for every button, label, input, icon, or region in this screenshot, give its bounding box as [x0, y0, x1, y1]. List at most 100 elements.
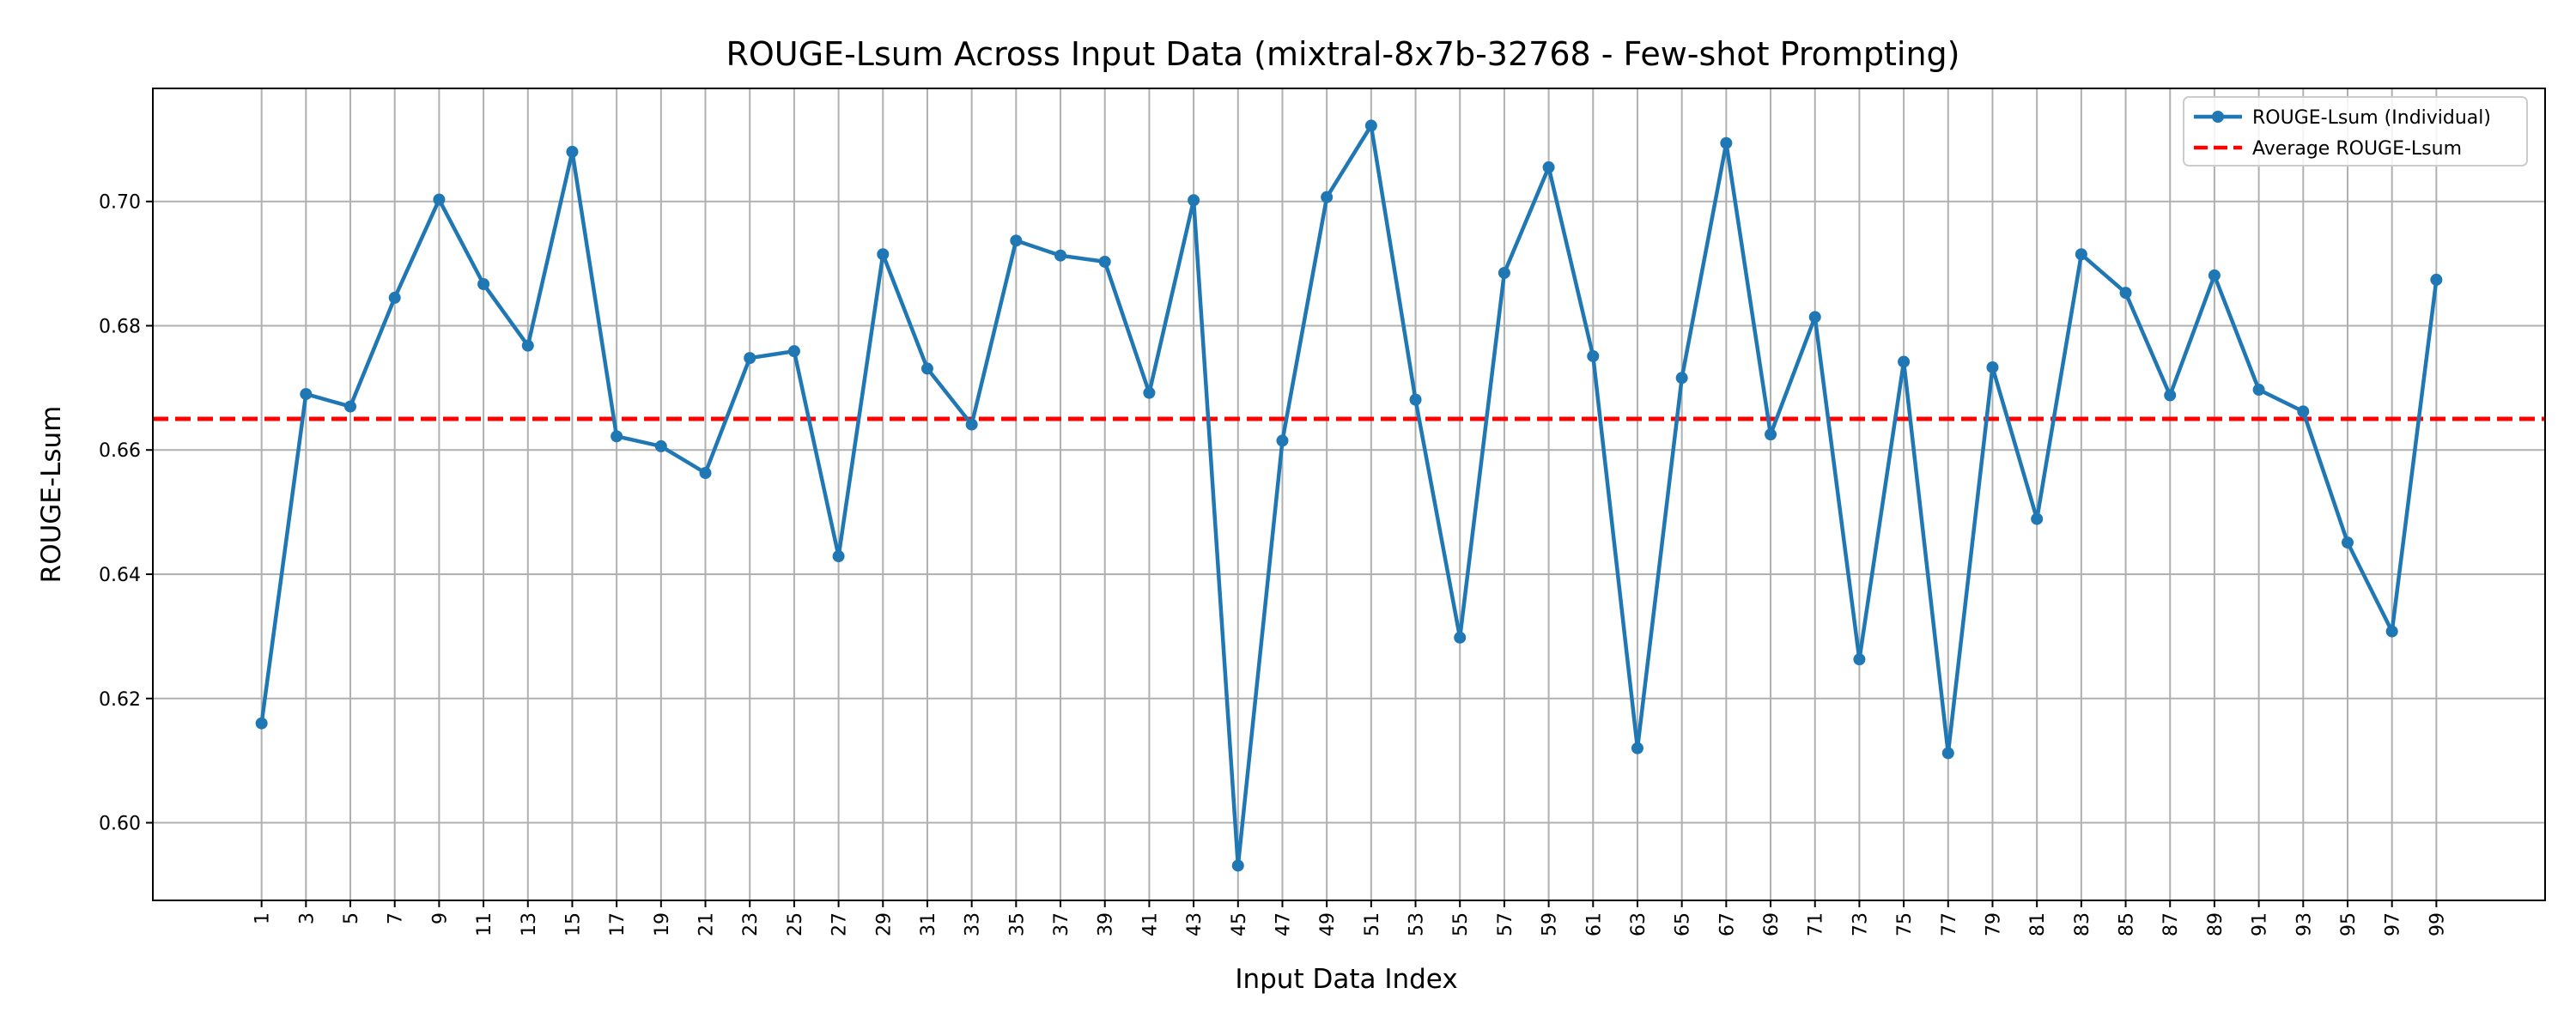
- data-point: [1631, 742, 1643, 754]
- data-point: [654, 439, 667, 452]
- x-tick-label: 69: [1761, 912, 1783, 936]
- y-tick-label: 0.68: [99, 316, 141, 337]
- data-point: [2075, 248, 2087, 261]
- x-tick-label: 43: [1184, 912, 1206, 936]
- data-point: [1542, 161, 1555, 173]
- data-point: [300, 388, 313, 401]
- data-point: [611, 430, 623, 443]
- data-point: [1010, 234, 1023, 247]
- x-tick-label: 29: [873, 912, 895, 936]
- data-point: [1098, 255, 1111, 268]
- x-tick-label: 53: [1406, 912, 1428, 936]
- data-point: [832, 550, 845, 563]
- legend-box: [2183, 96, 2528, 167]
- data-point: [388, 291, 401, 304]
- x-tick-label: 85: [2117, 912, 2138, 936]
- grid: [153, 88, 2545, 900]
- legend: ROUGE-Lsum (Individual) Average ROUGE-Ls…: [2183, 96, 2528, 167]
- x-tick-label: 97: [2383, 912, 2404, 936]
- x-tick-label: 11: [474, 912, 495, 936]
- data-point: [1765, 428, 1777, 441]
- data-point: [1188, 194, 1200, 207]
- data-point: [2341, 536, 2354, 549]
- data-point: [2119, 287, 2132, 300]
- plot-frame: [152, 88, 2546, 901]
- data-point: [2297, 405, 2310, 418]
- y-axis: 0.60 0.62 0.64 0.66 0.68 0.70: [99, 192, 153, 835]
- data-point: [965, 418, 978, 431]
- x-tick-label: 59: [1540, 912, 1561, 936]
- x-tick-label: 63: [1628, 912, 1649, 936]
- data-point: [1853, 653, 1866, 666]
- y-tick-label: 0.70: [99, 192, 141, 214]
- data-point: [566, 145, 579, 158]
- x-tick-label: 7: [386, 912, 407, 924]
- data-point: [1143, 386, 1156, 399]
- x-tick-label: 83: [2072, 912, 2093, 936]
- x-tick-label: 21: [696, 912, 718, 936]
- x-tick-label: 57: [1495, 912, 1516, 936]
- x-tick-label: 87: [2160, 912, 2182, 936]
- x-tick-label: 45: [1229, 912, 1250, 936]
- x-tick-label: 35: [1006, 912, 1028, 936]
- x-tick-label: 93: [2293, 912, 2315, 936]
- data-point: [1321, 191, 1334, 203]
- data-point: [1720, 136, 1733, 149]
- x-tick-label: 27: [829, 912, 851, 936]
- x-tick-label: 99: [2427, 912, 2448, 936]
- x-tick-label: 75: [1894, 912, 1916, 936]
- data-point: [1454, 631, 1467, 644]
- data-point: [1231, 859, 1244, 872]
- data-point: [2208, 269, 2221, 282]
- x-tick-label: 55: [1450, 912, 1472, 936]
- data-point: [1986, 360, 1999, 373]
- data-point: [787, 345, 800, 358]
- data-point: [1587, 349, 1600, 362]
- chart-title: ROUGE-Lsum Across Input Data (mixtral-8x…: [726, 35, 1959, 73]
- data-point: [344, 400, 357, 413]
- x-tick-label: 9: [429, 912, 451, 924]
- x-tick-label: 37: [1051, 912, 1072, 936]
- x-tick-label: 61: [1583, 912, 1605, 936]
- data-point: [699, 467, 712, 480]
- data-point: [920, 362, 933, 375]
- y-axis-label: ROUGE-Lsum: [36, 406, 67, 584]
- x-tick-label: 19: [652, 912, 673, 936]
- x-tick-label: 81: [2027, 912, 2049, 936]
- series-line-individual: [259, 124, 2439, 868]
- x-tick-label: 49: [1317, 912, 1339, 936]
- x-tick-label: 67: [1716, 912, 1738, 936]
- x-tick-label: 25: [785, 912, 806, 936]
- data-point: [1054, 249, 1067, 262]
- x-tick-label: 15: [562, 912, 584, 936]
- series-layer: [255, 119, 2443, 872]
- data-point: [255, 717, 268, 730]
- x-tick-label: 39: [1096, 912, 1117, 936]
- x-tick-label: 79: [1983, 912, 2004, 936]
- y-tick-label: 0.64: [99, 565, 141, 586]
- data-point: [1808, 311, 1821, 324]
- x-axis-label: Input Data Index: [1235, 964, 1457, 995]
- data-point: [1498, 266, 1510, 279]
- data-point: [1675, 372, 1688, 385]
- data-point: [433, 193, 446, 206]
- data-point: [1409, 393, 1422, 406]
- legend-label-average: Average ROUGE-Lsum: [2252, 138, 2462, 160]
- x-tick-label: 41: [1139, 912, 1161, 936]
- x-tick-label: 47: [1273, 912, 1294, 936]
- data-point: [877, 248, 890, 261]
- x-tick-label: 23: [740, 912, 762, 936]
- legend-marker-individual: [2212, 111, 2224, 123]
- data-point: [1941, 747, 1954, 760]
- data-point: [2031, 512, 2044, 525]
- x-tick-label: 89: [2205, 912, 2227, 936]
- x-tick-label: 3: [296, 912, 318, 924]
- x-tick-label: 65: [1673, 912, 1694, 936]
- x-tick-label: 1: [252, 912, 274, 924]
- data-point: [2252, 384, 2265, 397]
- x-axis: 1 3 5 7 9 11 13 15 17 19 21 23 25 27 29 31 33 35 37 39 41 43 4…: [252, 900, 2448, 936]
- y-tick-label: 0.62: [99, 689, 141, 711]
- x-tick-label: 71: [1806, 912, 1827, 936]
